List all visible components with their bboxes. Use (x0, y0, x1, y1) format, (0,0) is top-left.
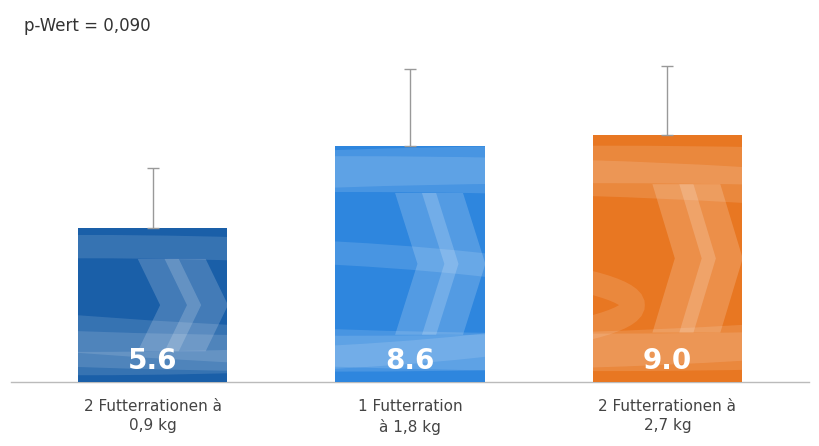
Text: 8.6: 8.6 (385, 347, 434, 375)
Polygon shape (165, 259, 228, 351)
Polygon shape (652, 184, 715, 333)
Bar (78, 228, 227, 382)
Bar (335, 146, 484, 382)
Text: 5.6: 5.6 (128, 347, 177, 375)
Text: 9.0: 9.0 (642, 347, 691, 375)
Polygon shape (678, 184, 742, 333)
Polygon shape (395, 193, 458, 335)
Text: p-Wert = 0,090: p-Wert = 0,090 (24, 17, 151, 35)
Bar (592, 135, 741, 382)
Polygon shape (422, 193, 485, 335)
Polygon shape (138, 259, 201, 351)
